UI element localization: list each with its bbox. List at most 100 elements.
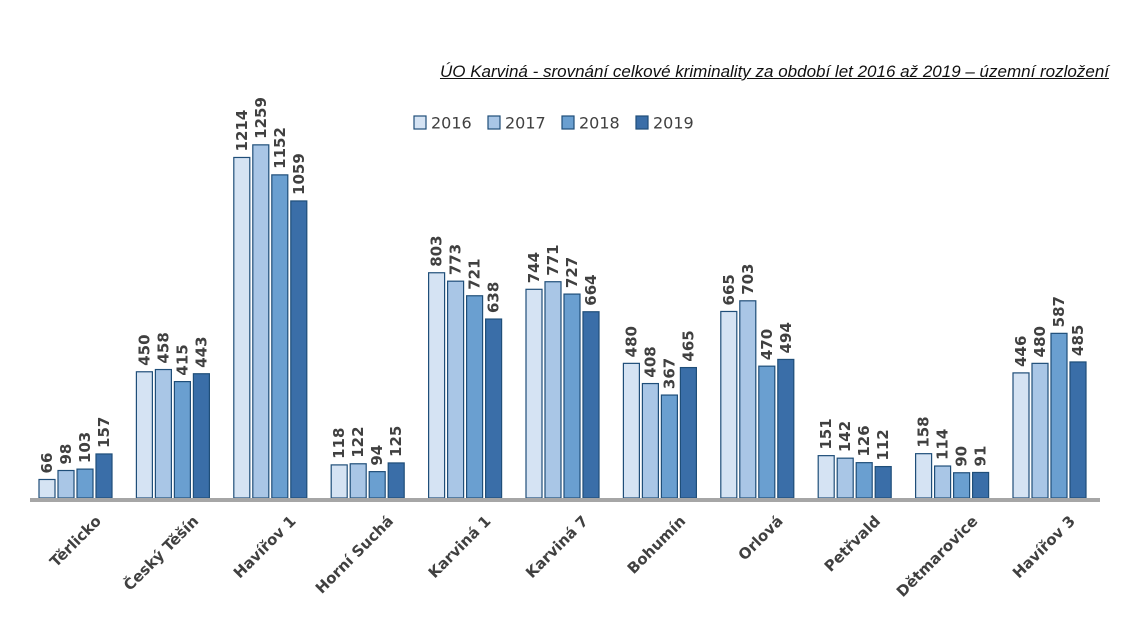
data-label-petrvald-2017: 142 [836,421,854,452]
data-label-terlicko-2018: 103 [76,432,94,463]
bar-havirov-1-2019 [290,200,308,499]
bar-cesky-tesin-2019 [192,373,210,499]
data-label-orlova-2017: 703 [739,263,757,294]
bar-detmarovice-2018 [952,472,971,499]
bar-karvina-1-2016 [428,272,446,499]
chart-title: ÚO Karviná - srovnání celkové kriminalit… [439,62,1109,81]
legend-swatch-2016 [413,115,427,130]
data-label-horni-sucha-2017: 122 [349,426,367,457]
data-label-havirov-3-2017: 480 [1031,326,1049,357]
category-labels: Těrlicko Český Těšín Havířov 1 Horní Suchá K… [46,511,1079,600]
data-label-detmarovice-2017: 114 [934,429,952,460]
data-label-havirov-1-2017: 1259 [252,97,270,139]
bar-bohumin-2019 [679,366,698,499]
category-label-karvina-7: Karviná 7 [522,512,592,582]
bar-cesky-tesin-2018 [173,380,191,499]
bar-terlicko-2019 [95,453,113,499]
bar-orlova-2016 [720,310,738,499]
data-label-karvina-7-2019: 664 [582,274,600,305]
legend-label-2017: 2017 [505,114,546,133]
bar-havirov-3-2016 [1012,372,1030,499]
legend-label-2018: 2018 [579,114,620,133]
legend: 2016 2017 2018 2019 [413,114,694,133]
data-label-bohumin-2018: 367 [660,358,678,389]
bar-detmarovice-2019 [971,471,990,499]
bar-karvina-1-2017 [447,280,465,499]
data-label-orlova-2018: 470 [758,329,776,360]
bar-petrvald-2019 [874,465,892,499]
data-label-horni-sucha-2016: 118 [330,428,348,459]
category-label-havirov-3: Havířov 3 [1009,512,1079,582]
bar-havirov-3-2018 [1050,332,1068,499]
data-label-cesky-tesin-2019: 443 [192,336,210,367]
data-label-bohumin-2016: 480 [622,326,640,357]
bar-detmarovice-2016 [914,453,933,499]
bar-terlicko-2016 [38,478,56,499]
data-label-havirov-3-2018: 587 [1050,296,1068,327]
data-label-karvina-1-2017: 773 [447,244,465,275]
bar-orlova-2017 [739,300,757,499]
bar-havirov-3-2017 [1031,362,1049,499]
data-label-cesky-tesin-2017: 458 [154,332,172,363]
category-label-orlova: Orlová [735,512,787,564]
bar-petrvald-2016 [817,455,835,499]
data-label-bohumin-2019: 465 [679,330,697,361]
bar-cesky-tesin-2017 [154,368,172,499]
legend-label-2019: 2019 [653,114,694,133]
bar-orlova-2019 [777,358,795,499]
data-label-karvina-7-2016: 744 [525,252,543,283]
data-label-cesky-tesin-2018: 415 [173,344,191,375]
data-label-horni-sucha-2018: 94 [368,445,386,466]
data-label-havirov-1-2018: 1152 [271,127,289,169]
bar-bohumin-2018 [660,394,679,499]
bar-karvina-1-2018 [466,295,484,499]
bar-petrvald-2018 [855,462,873,499]
bar-karvina-7-2017 [544,281,562,499]
data-label-petrvald-2018: 126 [855,425,873,456]
category-label-havirov-1: Havířov 1 [230,512,300,582]
bar-orlova-2018 [758,365,776,499]
category-label-karvina-1: Karviná 1 [425,512,495,582]
bar-karvina-7-2019 [582,311,600,499]
data-label-detmarovice-2019: 91 [972,446,990,467]
data-label-karvina-7-2018: 727 [563,257,581,288]
data-label-karvina-1-2018: 721 [466,258,484,289]
bar-terlicko-2018 [76,468,94,499]
category-label-horni-sucha: Horní Suchá [312,512,397,597]
bar-karvina-7-2018 [563,293,581,499]
bar-horni-sucha-2017 [349,463,367,499]
data-label-petrvald-2016: 151 [817,418,835,449]
bar-cesky-tesin-2016 [135,371,153,499]
bar-karvina-1-2019 [485,318,503,499]
data-label-terlicko-2016: 66 [38,453,56,474]
bar-horni-sucha-2019 [387,462,405,499]
data-label-terlicko-2017: 98 [57,444,75,465]
data-label-horni-sucha-2019: 125 [387,426,405,457]
data-label-karvina-7-2017: 771 [544,244,562,275]
bar-havirov-1-2018 [271,174,289,499]
category-label-petrvald: Petřvald [821,512,884,575]
data-label-petrvald-2019: 112 [874,429,892,460]
data-label-havirov-3-2016: 446 [1012,336,1030,367]
legend-label-2016: 2016 [431,114,472,133]
data-label-detmarovice-2016: 158 [915,416,933,447]
bar-havirov-3-2019 [1069,361,1087,499]
bar-petrvald-2017 [836,457,854,499]
bar-horni-sucha-2018 [368,471,386,499]
data-label-havirov-3-2019: 485 [1069,325,1087,356]
data-label-orlova-2016: 665 [720,274,738,305]
category-label-cesky-tesin: Český Těšín [119,511,202,594]
bar-horni-sucha-2016 [330,464,348,499]
legend-swatch-2017 [487,115,501,130]
bar-detmarovice-2017 [933,465,952,499]
bar-havirov-1-2017 [252,144,270,499]
legend-swatch-2019 [635,115,649,130]
bar-havirov-1-2016 [233,156,251,499]
category-label-terlicko: Těrlicko [46,512,105,571]
category-label-bohumin: Bohumín [624,512,689,577]
category-label-detmarovice: Dětmarovice [893,512,982,601]
data-label-bohumin-2017: 408 [641,346,659,377]
data-label-orlova-2019: 494 [777,322,795,353]
bars [38,144,1087,499]
data-label-havirov-1-2016: 1214 [233,110,251,152]
